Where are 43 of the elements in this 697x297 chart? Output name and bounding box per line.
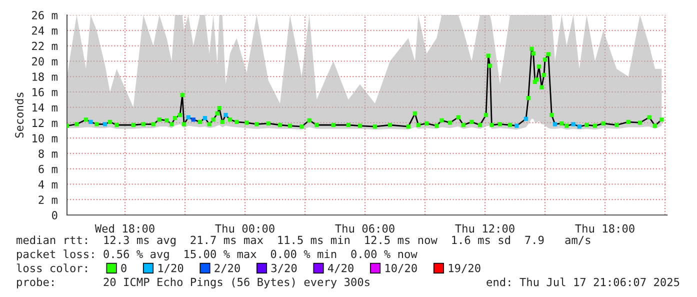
y-tick-label: 2 m bbox=[38, 196, 58, 204]
legend-label: 3/20 bbox=[271, 264, 297, 274]
legend-label: 0 bbox=[121, 264, 126, 272]
x-tick-label: Thu 06:00 bbox=[335, 224, 394, 233]
y-tick-label: 6 m bbox=[38, 164, 58, 174]
y-tick-label: 22 m bbox=[32, 42, 58, 50]
x-tick-label: Wed 18:00 bbox=[94, 224, 154, 233]
text: probe: 20 ICMP Echo Pings (56 Bytes) every 300s bbox=[17, 278, 370, 288]
x-tick-label: Thu 12:00 bbox=[455, 224, 514, 233]
legend-label: 19/20 bbox=[448, 264, 480, 274]
point bbox=[224, 112, 228, 118]
point bbox=[552, 122, 558, 126]
text: median rtt: 12.3 ms avg 21.7 ms max 11.5 ms min 12.5 ms now 1.6 ms sd 7.9 am/s bbox=[16, 236, 590, 246]
point bbox=[102, 122, 108, 126]
x-tick-label: Thu 18:00 bbox=[575, 224, 634, 233]
legend-label: 1/20 bbox=[158, 264, 184, 274]
y-axis-title: Seconds bbox=[14, 92, 24, 138]
point bbox=[88, 120, 93, 124]
point bbox=[191, 118, 196, 122]
x-tick-label: Thu 00:00 bbox=[215, 224, 274, 233]
y-tick-label: 24 m bbox=[32, 26, 58, 35]
point bbox=[202, 116, 208, 120]
legend-label: 4/20 bbox=[328, 264, 354, 274]
y-tick-label: 16 m bbox=[32, 88, 58, 96]
point bbox=[571, 122, 576, 126]
legend-label: 10/20 bbox=[385, 264, 417, 274]
point bbox=[577, 124, 582, 129]
y-tick-label: 18 m bbox=[32, 72, 58, 81]
legend-label: 2/20 bbox=[214, 264, 240, 274]
y-tick-label: 20 m bbox=[32, 57, 58, 66]
y-tick-label: 14 m bbox=[32, 103, 58, 112]
legend-title: loss color: bbox=[16, 264, 87, 272]
y-tick-label: 4 m bbox=[38, 180, 58, 188]
y-tick-label: 26 m bbox=[32, 11, 58, 20]
point bbox=[524, 116, 528, 121]
y-tick-label: 0 bbox=[52, 211, 58, 220]
point bbox=[186, 115, 190, 120]
point bbox=[514, 124, 519, 128]
y-tick-label: 10 m bbox=[32, 134, 58, 142]
y-tick-label: 8 m bbox=[38, 149, 58, 158]
text: packet loss: 0.56 % avg 15.00 % max 0.00 % min 0.00 % now bbox=[17, 250, 418, 260]
text: end: Thu Jul 17 21:06:07 2025 bbox=[486, 278, 680, 286]
y-tick-label: 12 m bbox=[32, 118, 58, 127]
